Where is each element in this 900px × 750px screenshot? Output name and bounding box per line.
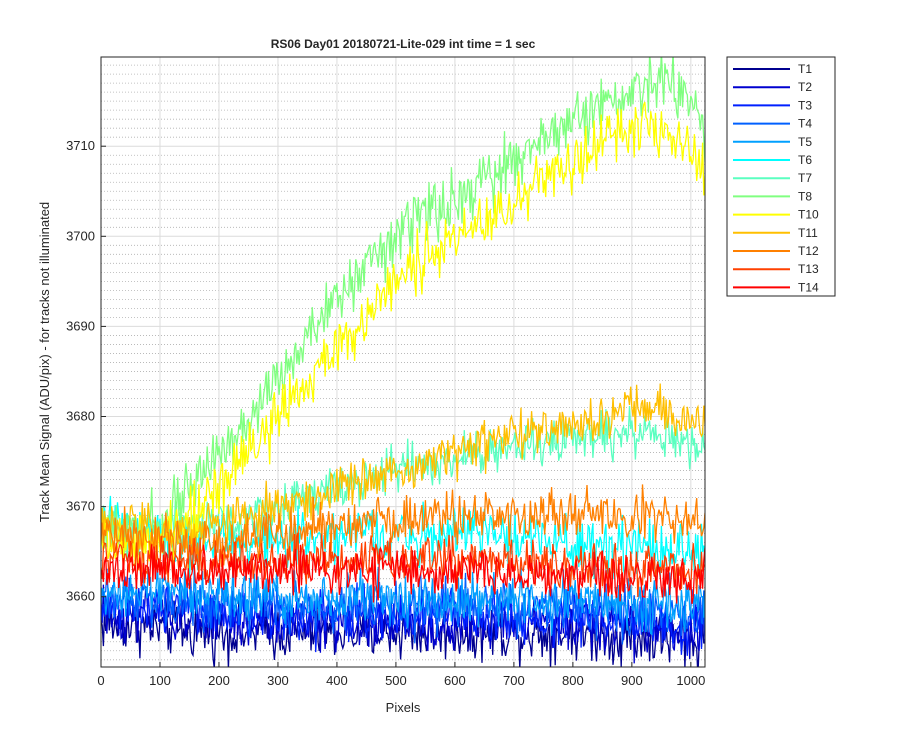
x-tick-label: 700 bbox=[503, 673, 525, 688]
legend-box bbox=[726, 56, 836, 297]
legend-label-t11: T11 bbox=[798, 226, 818, 240]
series-line-t14 bbox=[101, 544, 705, 605]
plot-frame bbox=[100, 56, 706, 668]
y-tick-label: 3690 bbox=[66, 318, 95, 333]
series-line-t8 bbox=[101, 57, 705, 558]
legend-label-t14: T14 bbox=[798, 280, 819, 294]
x-tick-label: 900 bbox=[621, 673, 643, 688]
legend-label-t13: T13 bbox=[798, 262, 819, 276]
legend-label-t7: T7 bbox=[798, 171, 812, 185]
x-axis-label: Pixels bbox=[386, 700, 421, 715]
legend-label-t5: T5 bbox=[798, 135, 812, 149]
x-tick-label: 100 bbox=[149, 673, 171, 688]
y-tick-label: 3660 bbox=[66, 589, 95, 604]
x-tick-label: 0 bbox=[97, 673, 104, 688]
series-line-t10 bbox=[101, 101, 705, 572]
series-line-t11 bbox=[101, 383, 705, 554]
legend: T1 T2 T3 T4 T5 T6 T7 T8 T10 T11 T12 T13 T14 bbox=[726, 56, 836, 297]
x-tick-label: 600 bbox=[444, 673, 466, 688]
y-tick-label: 3710 bbox=[66, 138, 95, 153]
series-line-t12 bbox=[101, 484, 705, 573]
series-line-t4 bbox=[101, 568, 705, 645]
legend-label-t6: T6 bbox=[798, 153, 812, 167]
legend-label-t3: T3 bbox=[798, 98, 812, 112]
legend-label-t1: T1 bbox=[798, 62, 812, 76]
legend-label-t4: T4 bbox=[798, 117, 812, 131]
series-line-t5 bbox=[101, 564, 705, 636]
legend-label-t12: T12 bbox=[798, 244, 819, 258]
x-tick-label: 400 bbox=[326, 673, 348, 688]
axis-ticks: 0 100 200 300 400 500 600 700 800 900 1000 3660 3670… bbox=[66, 138, 705, 688]
x-tick-label: 300 bbox=[267, 673, 289, 688]
x-tick-label: 800 bbox=[562, 673, 584, 688]
chart-title: RS06 Day01 20180721-Lite-029 int time = … bbox=[271, 37, 536, 51]
legend-label-t10: T10 bbox=[798, 208, 819, 222]
legend-label-t8: T8 bbox=[798, 189, 812, 203]
y-axis-label: Track Mean Signal (ADU/pix) - for tracks… bbox=[37, 202, 52, 522]
y-tick-label: 3680 bbox=[66, 409, 95, 424]
y-tick-label: 3670 bbox=[66, 499, 95, 514]
x-tick-label: 200 bbox=[208, 673, 230, 688]
x-tick-label: 500 bbox=[385, 673, 407, 688]
y-tick-label: 3700 bbox=[66, 228, 95, 243]
x-tick-label: 1000 bbox=[676, 673, 705, 688]
legend-label-t2: T2 bbox=[798, 80, 812, 94]
series-lines bbox=[101, 57, 705, 667]
